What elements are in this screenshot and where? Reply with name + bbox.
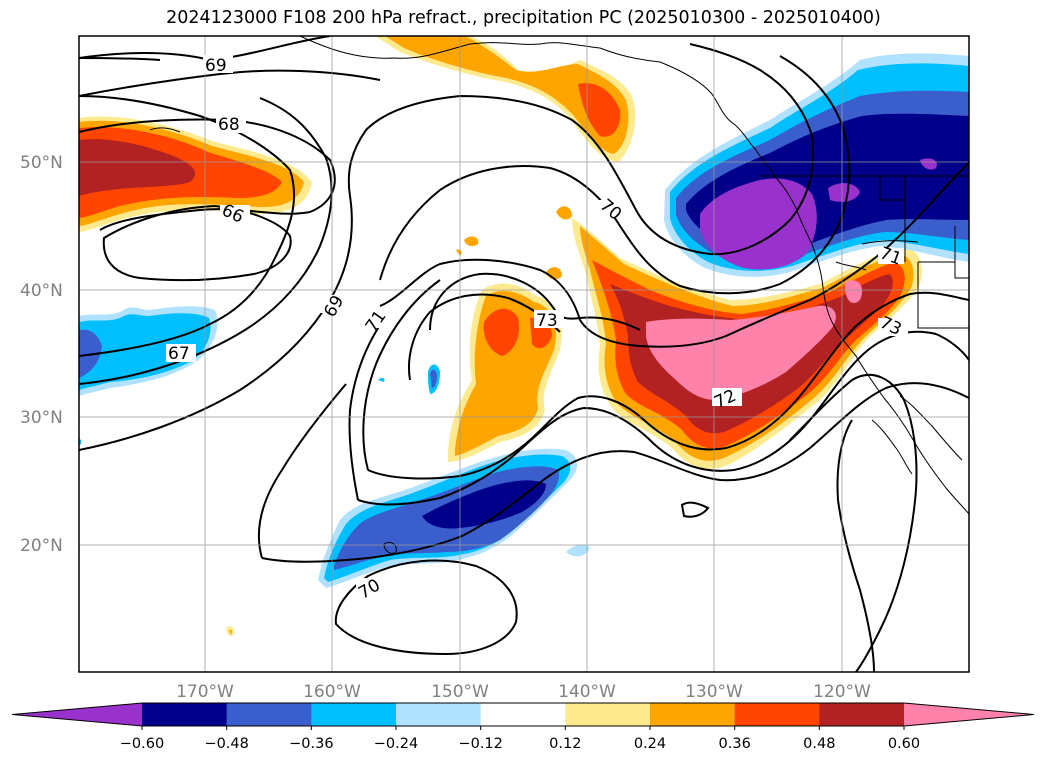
contour-label: 73	[536, 311, 558, 331]
contour-label: 69	[205, 56, 227, 76]
lat-label: 40°N	[20, 281, 63, 301]
colorbar-label: −0.12	[458, 736, 502, 752]
refractivity-contours	[79, 36, 969, 672]
contour-labels: 69 68 66 70 69 71 73 67 72 73 70 71	[166, 55, 908, 604]
colorbar-label: 0.12	[549, 736, 581, 752]
lat-label: 30°N	[20, 408, 63, 428]
colorbar-segment	[396, 703, 482, 726]
lon-label: 150°W	[431, 682, 489, 702]
contour-label: 68	[218, 115, 240, 135]
colorbar-segment	[226, 703, 312, 726]
lon-label: 170°W	[176, 682, 234, 702]
colorbar-label: 0.60	[888, 736, 920, 752]
colorbar-segment	[734, 703, 820, 726]
colorbar-segment	[819, 703, 905, 726]
contour-label: 67	[168, 344, 190, 364]
graticule	[79, 36, 969, 672]
colorbar-label: 0.36	[719, 736, 751, 752]
colorbar-label: −0.48	[204, 736, 248, 752]
longitude-labels: 170°W 160°W 150°W 140°W 130°W 120°W	[176, 682, 871, 702]
coastlines	[149, 36, 969, 554]
colorbar-extend-min	[12, 703, 142, 726]
lon-label: 120°W	[813, 682, 871, 702]
lat-label: 20°N	[20, 536, 63, 556]
colorbar	[11, 702, 1035, 727]
colorbar-labels: −0.60 −0.48 −0.36 −0.24 −0.12 0.12 0.24 0.36 0.4…	[120, 726, 920, 752]
colorbar-extend-max	[904, 703, 1034, 726]
map-border	[78, 35, 970, 673]
colorbar-label: −0.36	[289, 736, 333, 752]
lat-label: 50°N	[20, 153, 63, 173]
colorbar-label: 0.48	[803, 736, 835, 752]
map-title: 2024123000 F108 200 hPa refract., precip…	[166, 8, 881, 28]
latitude-labels: 50°N 40°N 30°N 20°N	[20, 153, 63, 556]
colorbar-segment	[311, 703, 397, 726]
colorbar-label: −0.24	[374, 736, 418, 752]
colorbar-segment	[480, 703, 566, 726]
lon-label: 140°W	[558, 682, 616, 702]
lon-label: 130°W	[685, 682, 743, 702]
lon-label: 160°W	[303, 682, 361, 702]
colorbar-label: −0.60	[120, 736, 164, 752]
colorbar-segment	[650, 703, 736, 726]
colorbar-segment	[142, 703, 228, 726]
colorbar-label: 0.24	[634, 736, 666, 752]
colorbar-segment	[565, 703, 651, 726]
